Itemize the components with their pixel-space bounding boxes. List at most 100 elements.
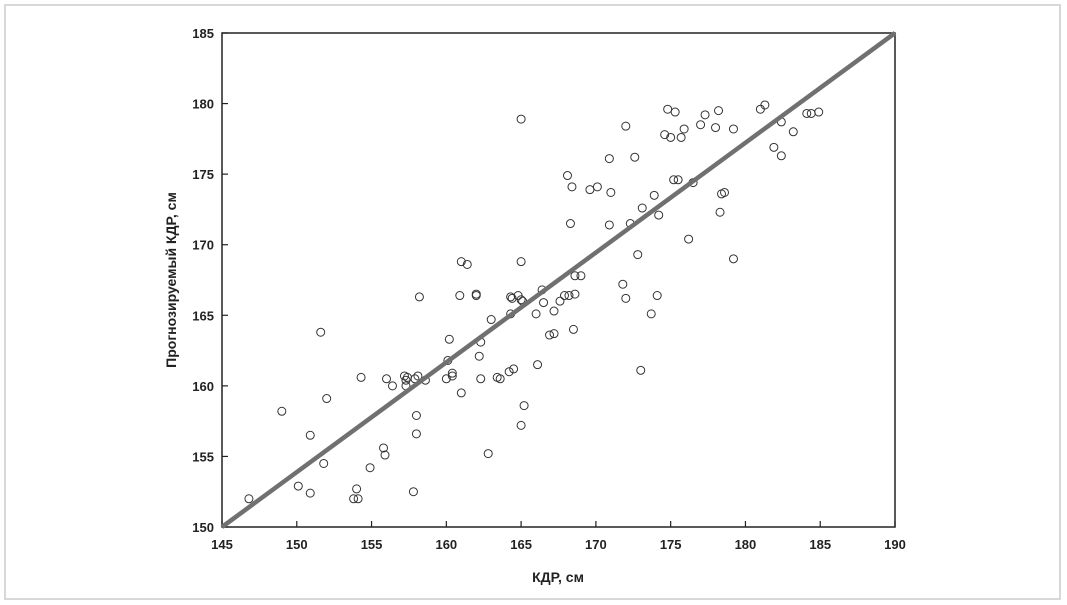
data-point <box>516 420 526 430</box>
data-point <box>474 351 484 361</box>
data-point <box>305 488 315 498</box>
y-tick-label: 180 <box>192 97 214 112</box>
data-point <box>570 271 580 281</box>
reference-line <box>220 31 897 529</box>
data-point <box>637 203 647 213</box>
data-point <box>606 187 616 197</box>
data-point <box>516 295 526 305</box>
data-point <box>447 371 457 381</box>
data-point <box>684 234 694 244</box>
data-point <box>700 110 710 120</box>
data-point <box>621 121 631 131</box>
data-point <box>555 296 565 306</box>
data-point <box>565 219 575 229</box>
data-point <box>788 127 798 137</box>
y-axis-label: Прогнозируемый КДР, см <box>163 192 179 368</box>
data-point <box>696 120 706 130</box>
x-tick-label: 185 <box>809 537 831 552</box>
data-point <box>728 124 738 134</box>
data-point <box>568 324 578 334</box>
data-point <box>455 291 465 301</box>
data-point <box>760 100 770 110</box>
data-point <box>673 175 683 185</box>
x-tick-label: 180 <box>735 537 757 552</box>
data-point <box>441 374 451 384</box>
data-point <box>714 106 724 116</box>
data-point <box>654 210 664 220</box>
data-point <box>539 298 549 308</box>
data-point <box>633 250 643 260</box>
data-point <box>305 430 315 440</box>
data-point <box>519 401 529 411</box>
data-point <box>456 257 466 267</box>
data-point <box>652 291 662 301</box>
x-tick-label: 170 <box>585 537 607 552</box>
data-point <box>382 374 392 384</box>
x-tick-label: 190 <box>884 537 906 552</box>
data-point <box>679 124 689 134</box>
data-point <box>670 107 680 117</box>
data-point <box>802 108 812 118</box>
data-point <box>669 175 679 185</box>
data-point <box>365 463 375 473</box>
data-point <box>353 494 363 504</box>
data-point <box>414 292 424 302</box>
data-point <box>676 132 686 142</box>
data-point <box>666 132 676 142</box>
data-point <box>356 372 366 382</box>
data-point <box>322 394 332 404</box>
data-point <box>545 330 555 340</box>
data-point <box>576 271 586 281</box>
data-point <box>728 254 738 264</box>
data-point <box>387 381 397 391</box>
y-tick-label: 170 <box>192 238 214 253</box>
data-point <box>352 484 362 494</box>
data-point <box>244 494 254 504</box>
data-point <box>504 367 514 377</box>
data-point <box>776 151 786 161</box>
data-point <box>516 257 526 267</box>
data-point <box>507 293 517 303</box>
data-point <box>549 329 559 339</box>
data-point <box>462 259 472 269</box>
data-point <box>380 450 390 460</box>
data-point <box>660 130 670 140</box>
data-point <box>293 481 303 491</box>
data-point <box>319 458 329 468</box>
data-point <box>277 406 287 416</box>
data-point <box>649 190 659 200</box>
data-point <box>769 142 779 152</box>
data-point <box>630 152 640 162</box>
data-point <box>509 364 519 374</box>
data-point <box>411 410 421 420</box>
data-point <box>604 154 614 164</box>
data-point <box>531 309 541 319</box>
data-point <box>646 309 656 319</box>
data-point <box>476 374 486 384</box>
data-point <box>564 291 574 301</box>
data-point <box>486 315 496 325</box>
data-point <box>814 107 824 117</box>
data-point <box>549 306 559 316</box>
data-point <box>471 289 481 299</box>
data-point <box>715 207 725 217</box>
data-point <box>411 429 421 439</box>
data-point <box>516 114 526 124</box>
data-point <box>349 494 359 504</box>
data-point <box>413 371 423 381</box>
data-point <box>495 374 505 384</box>
data-point <box>379 443 389 453</box>
x-tick-label: 165 <box>510 537 532 552</box>
data-point <box>533 360 543 370</box>
data-point <box>562 171 572 181</box>
data-point <box>316 327 326 337</box>
data-point <box>636 365 646 375</box>
data-point <box>570 289 580 299</box>
x-tick-label: 155 <box>361 537 383 552</box>
data-point <box>618 279 628 289</box>
y-tick-label: 175 <box>192 167 214 182</box>
data-point <box>711 123 721 133</box>
y-tick-label: 150 <box>192 520 214 535</box>
data-point <box>408 487 418 497</box>
